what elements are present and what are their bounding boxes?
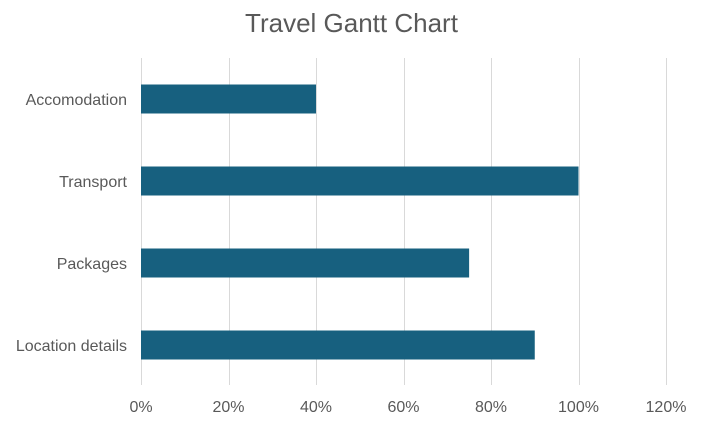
bar-accomodation [141, 84, 316, 114]
x-tick-label: 0% [129, 399, 152, 416]
bar-packages [141, 248, 470, 278]
x-tick-label: 120% [646, 399, 687, 416]
x-tick-label: 80% [475, 399, 507, 416]
bar-location-details [141, 330, 535, 360]
category-labels: Accomodation Transport Packages Location de… [16, 92, 128, 355]
x-tick-label: 60% [387, 399, 419, 416]
category-label: Location details [16, 338, 127, 355]
category-label: Accomodation [26, 92, 127, 109]
bars [141, 84, 579, 360]
chart-title: Travel Gantt Chart [245, 8, 458, 38]
x-tick-label: 100% [558, 399, 599, 416]
bar-transport [141, 166, 579, 196]
x-tick-labels: 0% 20% 40% 60% 80% 100% 120% [129, 399, 686, 416]
x-tick-label: 40% [300, 399, 332, 416]
x-tick-label: 20% [212, 399, 244, 416]
category-label: Packages [57, 256, 127, 273]
category-label: Transport [59, 174, 127, 191]
